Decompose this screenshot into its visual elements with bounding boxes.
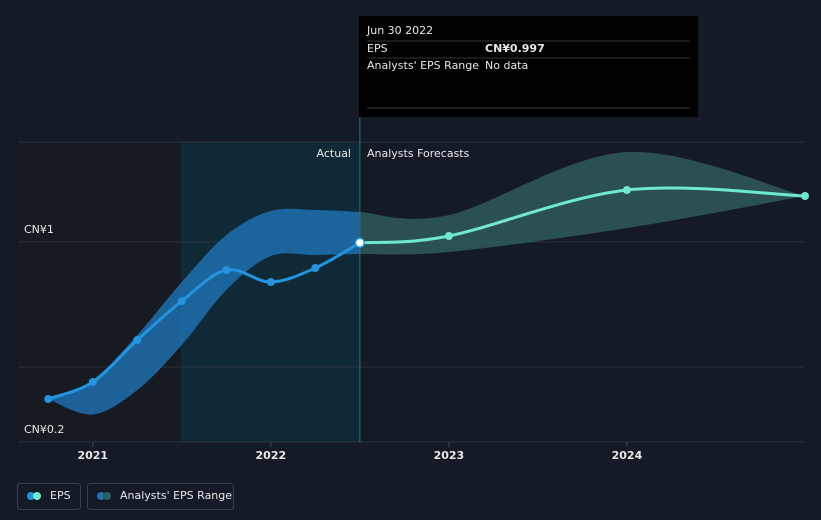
- tooltip: Jun 30 2022 EPS CN¥0.997 Analysts' EPS R…: [359, 16, 698, 117]
- x-tick-label: 2023: [434, 449, 465, 462]
- legend-icon: [103, 492, 111, 500]
- y-tick-label: CN¥0.2: [24, 423, 64, 436]
- forecast-label: Analysts Forecasts: [367, 147, 470, 160]
- eps-point: [222, 266, 231, 274]
- legend-icon: [97, 492, 105, 500]
- eps-point: [177, 297, 186, 305]
- tooltip-title: Jun 30 2022: [366, 24, 433, 37]
- eps-line: [47, 241, 361, 401]
- legend-icon: [33, 492, 41, 500]
- eps-point: [133, 336, 142, 344]
- eps-point: [622, 186, 631, 194]
- tooltip-box: [359, 16, 698, 117]
- eps-point: [444, 232, 453, 240]
- eps-point: [88, 378, 97, 386]
- tooltip-label: EPS: [367, 42, 388, 55]
- eps-point: [266, 278, 275, 286]
- tooltip-value: No data: [485, 59, 528, 72]
- y-tick-label: CN¥1: [24, 223, 54, 236]
- legend-button[interactable]: [17, 483, 81, 510]
- eps-point: [44, 395, 53, 403]
- eps-point: [311, 264, 320, 272]
- x-tick-label: 2021: [77, 449, 108, 462]
- range-band: [48, 208, 360, 415]
- plot: CN¥0.2 CN¥1 2021 2022 2023 2024: [18, 16, 809, 462]
- legend-label: EPS: [50, 489, 71, 502]
- legend-button[interactable]: [87, 483, 234, 510]
- eps-line: [359, 186, 806, 245]
- x-tick-label: 2022: [256, 449, 287, 462]
- legend-label: Analysts' EPS Range: [120, 489, 232, 502]
- tooltip-label: Analysts' EPS Range: [367, 59, 479, 72]
- range-band: [359, 151, 805, 255]
- legend-icon: [27, 492, 35, 500]
- legend: EPS Analysts' EPS Range: [17, 483, 234, 510]
- eps-point: [354, 237, 366, 248]
- x-tick-label: 2024: [612, 449, 643, 462]
- tooltip-value: CN¥0.997: [485, 42, 545, 55]
- actual-label: Actual: [317, 147, 351, 160]
- eps-point: [801, 192, 809, 200]
